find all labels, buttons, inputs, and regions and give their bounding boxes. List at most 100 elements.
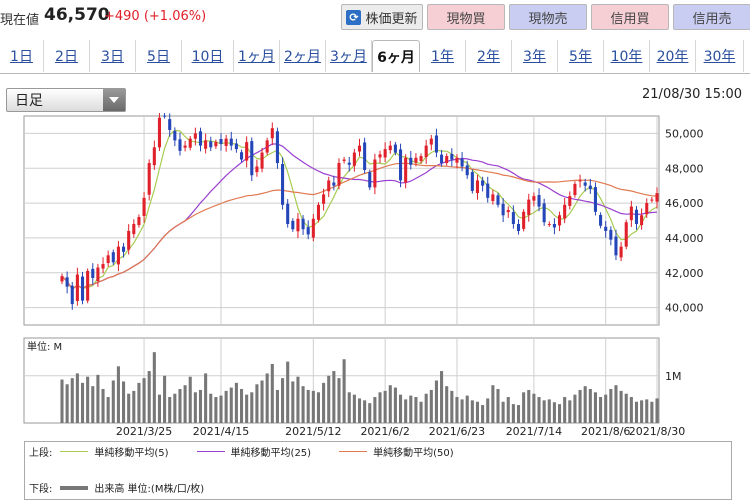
period-tab-label: 2日 (55, 49, 78, 65)
period-tab[interactable]: 2ヶ月 (280, 40, 326, 72)
candle-body (265, 140, 269, 153)
volume-bar (91, 386, 95, 423)
candle-body (91, 268, 95, 278)
volume-bar (434, 380, 438, 423)
volume-bar (481, 405, 485, 423)
period-tab-label: 3ヶ月 (330, 49, 367, 65)
legend-ma50: 単純移動平均(50) (339, 444, 454, 459)
candle-body (424, 145, 428, 158)
candle-body (640, 215, 644, 226)
volume-bar (260, 380, 264, 423)
candle-body (219, 138, 223, 144)
volume-bar (157, 394, 161, 423)
candle-body (388, 145, 392, 151)
candle-body (327, 180, 331, 192)
volume-bar (234, 382, 238, 423)
volume-bar (75, 373, 79, 423)
period-tab-label: 2ヶ月 (284, 49, 321, 65)
chart-type-value: 日足 (15, 93, 43, 109)
period-tab[interactable]: 1ヶ月 (234, 40, 280, 72)
period-tab-label: 3日 (101, 49, 124, 65)
candle-body (152, 147, 156, 166)
candle-body (178, 139, 182, 151)
period-tab[interactable]: 2日 (44, 40, 90, 72)
candle-body (573, 183, 577, 196)
period-tab[interactable]: 30年 (696, 40, 744, 72)
candle-body (501, 203, 505, 216)
volume-bar (209, 393, 213, 423)
candle-body (209, 141, 213, 148)
period-tab[interactable]: 20年 (650, 40, 696, 72)
candle-body (588, 185, 592, 190)
cash-sell-button[interactable]: 現物売 (509, 4, 587, 30)
volume-bar (640, 400, 644, 423)
period-tab[interactable]: 3日 (90, 40, 136, 72)
margin-sell-button[interactable]: 信用売 (673, 4, 750, 30)
candle-body (414, 157, 418, 163)
candle-body (609, 229, 613, 240)
volume-bar (322, 382, 326, 423)
volume-bar (122, 381, 126, 423)
candle-body (163, 115, 167, 117)
price-tick-label: 44,000 (665, 232, 704, 245)
candle-body (599, 214, 603, 226)
candle-body (147, 163, 151, 195)
candle-body (532, 196, 536, 201)
period-tab[interactable]: 10日 (182, 40, 234, 72)
volume-bar (501, 401, 505, 423)
volume-bar (650, 401, 654, 423)
margin-buy-button[interactable]: 信用買 (591, 4, 669, 30)
volume-bar (588, 389, 592, 423)
period-tab[interactable]: 5年 (558, 40, 604, 72)
volume-bar (511, 404, 515, 423)
volume-bar (393, 387, 397, 423)
volume-bar (583, 386, 587, 423)
period-tab[interactable]: 10年 (604, 40, 650, 72)
candle-body (60, 276, 64, 282)
candle-body (132, 223, 136, 235)
candle-body (291, 220, 295, 230)
volume-bar (332, 371, 336, 423)
period-tab[interactable]: 5日 (136, 40, 182, 72)
volume-bar (270, 363, 274, 423)
period-tab[interactable]: 2年 (466, 40, 512, 72)
candle-body (352, 152, 356, 166)
volume-bar (296, 376, 300, 423)
price-tick-label: 50,000 (665, 127, 704, 140)
candle-body (316, 204, 321, 220)
volume-bar (132, 390, 136, 423)
volume-bar (352, 394, 356, 423)
volume-bar (116, 366, 120, 423)
volume-bar (142, 378, 146, 423)
volume-bar (306, 389, 310, 423)
ma50-swatch (339, 451, 368, 452)
chart-type-select[interactable]: 日足 (6, 88, 126, 112)
period-tab[interactable]: 3ヶ月 (326, 40, 372, 72)
x-tick-label: 2021/7/14 (506, 425, 562, 438)
period-tab[interactable]: 1日 (0, 40, 44, 72)
volume-bar (65, 384, 69, 423)
period-tab[interactable]: 1年 (420, 40, 466, 72)
period-tab-label: 10年 (610, 49, 643, 65)
volume-bar (173, 393, 177, 423)
candle-body (404, 157, 408, 183)
volume-bar (316, 392, 321, 423)
legend-lower-label: 下段: (29, 484, 53, 495)
refresh-price-button[interactable]: ⟳ 株価更新 (341, 4, 423, 30)
candle-body (378, 154, 382, 158)
volume-bar (609, 389, 613, 423)
candle-body (393, 144, 397, 153)
candle-body (137, 217, 141, 226)
candle-body (322, 194, 326, 204)
period-tab[interactable]: 3年 (512, 40, 558, 72)
candle-body (363, 142, 367, 170)
legend-volume-label: 出来高 単位:(M株/口/枚) (94, 484, 205, 495)
current-price-label: 現在値 (0, 13, 40, 28)
candle-body (634, 209, 639, 224)
candle-body (281, 164, 285, 205)
cash-buy-button[interactable]: 現物買 (427, 4, 505, 30)
volume-bar (573, 394, 577, 423)
candle-body (434, 135, 438, 153)
period-tab[interactable]: 6ヶ月 (372, 40, 420, 72)
current-price: 46,570 (44, 5, 110, 25)
